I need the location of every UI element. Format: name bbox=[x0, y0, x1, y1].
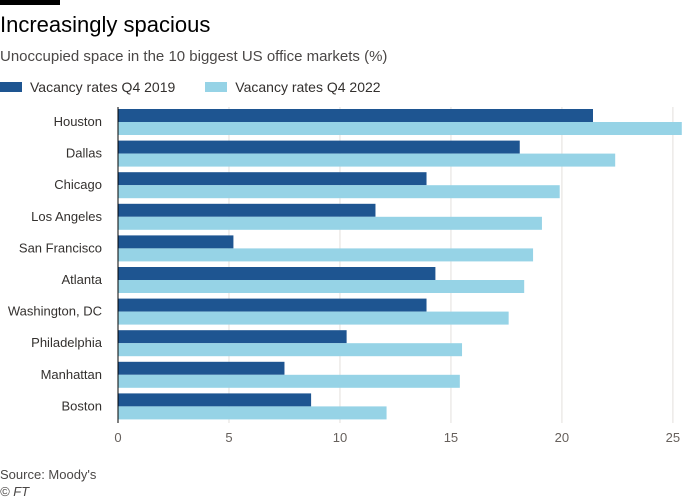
bar-2019 bbox=[118, 235, 234, 249]
chart-title: Increasingly spacious bbox=[0, 12, 211, 37]
x-tick-label: 0 bbox=[114, 430, 121, 445]
bar-2019 bbox=[118, 393, 312, 407]
category-label: San Francisco bbox=[19, 240, 102, 255]
legend-label-2022: Vacancy rates Q4 2022 bbox=[235, 79, 381, 95]
top-rule bbox=[0, 0, 60, 5]
bar-2019 bbox=[118, 109, 593, 122]
category-label: Dallas bbox=[66, 146, 103, 161]
bar-2022 bbox=[118, 153, 616, 167]
category-label: Philadelphia bbox=[31, 335, 103, 350]
x-tick-label: 25 bbox=[666, 430, 680, 445]
bar-2022 bbox=[118, 216, 542, 230]
bar-2022 bbox=[118, 374, 460, 388]
bar-2019 bbox=[118, 298, 427, 312]
category-label: Washington, DC bbox=[8, 304, 102, 319]
source-note: Source: Moody's bbox=[0, 467, 97, 482]
bar-2022 bbox=[118, 406, 387, 420]
category-label: Houston bbox=[54, 114, 102, 129]
bar-2019 bbox=[118, 203, 376, 217]
chart-subtitle: Unoccupied space in the 10 biggest US of… bbox=[0, 48, 388, 65]
category-label: Los Angeles bbox=[31, 209, 102, 224]
x-tick-label: 15 bbox=[444, 430, 458, 445]
bar-2022 bbox=[118, 248, 534, 262]
bar-2022 bbox=[118, 122, 682, 135]
bar-2019 bbox=[118, 140, 520, 154]
legend-item-2022: Vacancy rates Q4 2022 bbox=[205, 79, 381, 95]
bar-2022 bbox=[118, 311, 509, 325]
legend: Vacancy rates Q4 2019 Vacancy rates Q4 2… bbox=[0, 79, 411, 95]
credit-note: © FT bbox=[0, 484, 30, 499]
bar-2022 bbox=[118, 280, 525, 293]
x-tick-label: 10 bbox=[333, 430, 347, 445]
legend-item-2019: Vacancy rates Q4 2019 bbox=[0, 79, 175, 95]
legend-swatch-2022 bbox=[205, 82, 228, 92]
bar-2022 bbox=[118, 185, 560, 199]
x-tick-label: 5 bbox=[225, 430, 232, 445]
category-label: Chicago bbox=[54, 177, 102, 192]
category-label: Manhattan bbox=[41, 367, 102, 382]
bar-2019 bbox=[118, 361, 285, 375]
bar-2019 bbox=[118, 172, 427, 186]
category-label: Boston bbox=[62, 398, 102, 413]
bar-2019 bbox=[118, 267, 436, 280]
x-tick-label: 20 bbox=[555, 430, 569, 445]
category-label: Atlanta bbox=[62, 272, 103, 287]
legend-swatch-2019 bbox=[0, 82, 22, 92]
bar-2019 bbox=[118, 330, 347, 344]
bar-2022 bbox=[118, 343, 463, 357]
legend-label-2019: Vacancy rates Q4 2019 bbox=[30, 79, 176, 95]
